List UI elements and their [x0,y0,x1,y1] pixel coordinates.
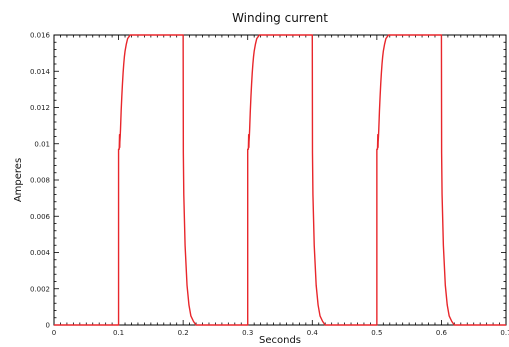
y-axis-tick-labels: 0 0.002 0.004 0.006 0.008 0.01 0.012 0.014 0.016 [30,32,51,330]
y-tick-label: 0.006 [30,213,51,221]
y-tick-label: 0.002 [30,285,50,293]
x-tick-label: 0.2 [178,329,189,337]
x-tick-label: 0 [52,329,56,337]
y-tick-label: 0.014 [30,68,51,76]
chart-title: Winding current [232,11,328,25]
y-tick-label: 0.008 [30,177,50,185]
x-tick-label: 0.7 [500,329,509,337]
y-tick-label: 0.004 [30,249,51,257]
plot-area-frame [53,34,507,326]
y-tick-label: 0.012 [30,104,50,112]
y-axis-label: Amperes [13,158,24,202]
x-tick-label: 0.4 [307,329,319,337]
x-tick-label: 0.6 [436,329,448,337]
axis-ticks [53,34,507,326]
x-tick-label: 0.1 [113,329,124,337]
series-layer [54,34,506,326]
y-tick-label: 0 [46,322,50,330]
x-axis-tick-labels: 0 0.1 0.2 0.3 0.4 0.5 0.6 0.7 [52,329,509,337]
x-axis-label: Seconds [259,335,301,346]
series-line [54,34,506,326]
y-tick-label: 0.016 [30,32,51,40]
x-tick-label: 0.5 [371,329,382,337]
y-tick-label: 0.01 [34,140,50,148]
x-tick-label: 0.3 [242,329,253,337]
